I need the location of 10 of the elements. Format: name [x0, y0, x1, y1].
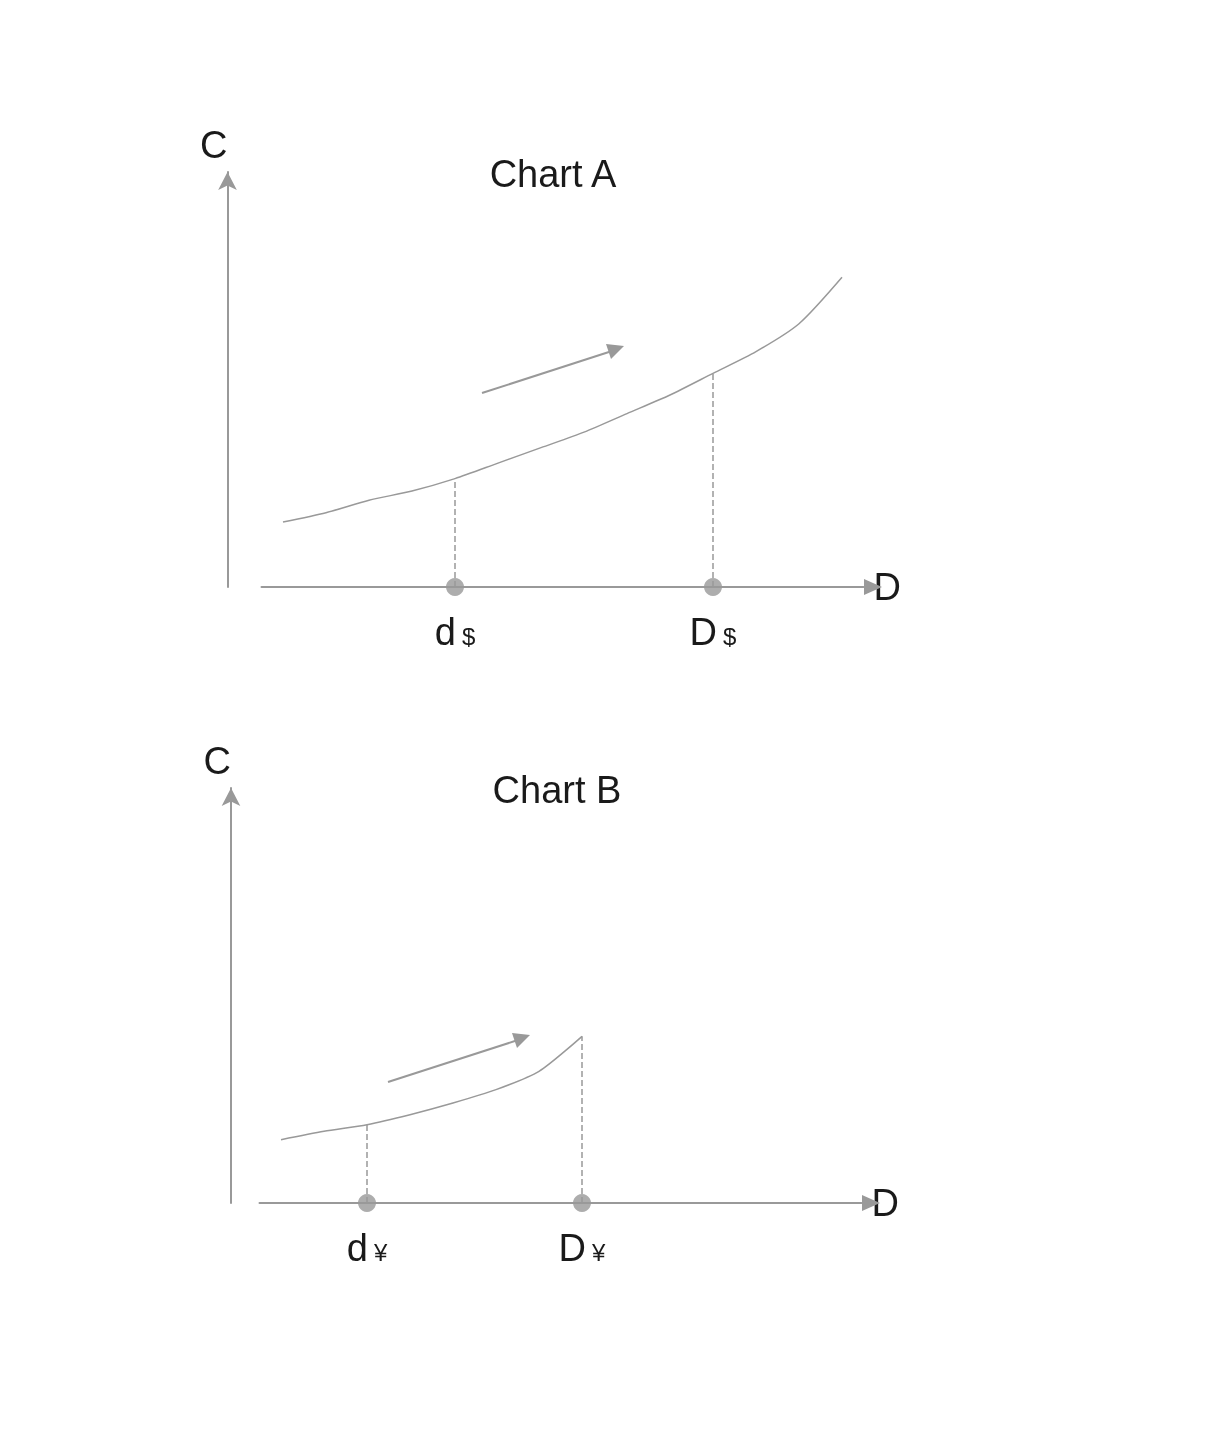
- x-tick-label: D$: [689, 611, 737, 653]
- x-axis-title: D: [871, 1182, 899, 1224]
- y-axis-title: C: [203, 740, 231, 782]
- x-tick-label: D¥: [558, 1227, 607, 1269]
- x-tick-label: d¥: [346, 1227, 388, 1269]
- x-tick-label: d$: [434, 611, 476, 653]
- chart-title: Chart B: [492, 769, 622, 811]
- y-axis-title: C: [200, 124, 228, 166]
- x-axis-title: D: [873, 566, 901, 608]
- chart-title: Chart A: [489, 153, 618, 195]
